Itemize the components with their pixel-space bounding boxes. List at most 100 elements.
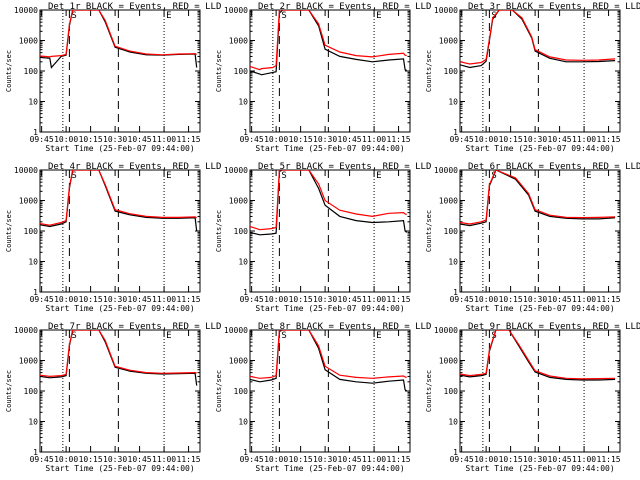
chart-title: Det 4r BLACK = Events, RED = LLD [48, 162, 221, 172]
chart-panel-7: Det 7r BLACK = Events, RED = LLD 1 10 100 10… [5, 322, 221, 473]
x-axis-label: Start Time (25-Feb-07 09:44:00) [465, 144, 614, 153]
end-marker-label: E [586, 171, 591, 181]
x-tick-label: 10:45 [548, 455, 572, 464]
chart-title: Det 7r BLACK = Events, RED = LLD [48, 322, 221, 332]
y-tick-label: 10 [448, 418, 458, 427]
y-tick-label: 10 [448, 258, 458, 267]
y-tick-label: 10000 [14, 6, 38, 15]
x-tick-label: 11:15 [177, 135, 201, 144]
y-tick-label: 100 [24, 67, 39, 76]
x-tick-label: 10:15 [289, 295, 313, 304]
events-series-line [460, 170, 616, 227]
x-tick-label: 10:45 [548, 135, 572, 144]
end-marker-label: E [376, 171, 381, 181]
x-tick-label: 11:00 [572, 135, 596, 144]
y-tick-label: 1000 [439, 197, 458, 206]
y-tick-label: 10000 [224, 326, 248, 335]
y-tick-label: 1000 [439, 37, 458, 46]
start-marker-label: S [71, 11, 76, 21]
y-tick-label: 1000 [229, 37, 248, 46]
end-marker-label: E [376, 11, 381, 21]
events-series-line [250, 330, 408, 392]
x-tick-label: 10:00 [264, 295, 288, 304]
start-marker-label: S [281, 11, 286, 21]
y-tick-label: 100 [444, 227, 459, 236]
x-tick-label: 10:15 [79, 455, 103, 464]
end-marker-label: E [586, 331, 591, 341]
x-tick-label: 10:30 [103, 135, 127, 144]
y-tick-label: 10000 [434, 166, 458, 175]
y-tick-label: 10000 [14, 326, 38, 335]
x-tick-label: 10:30 [523, 135, 547, 144]
end-marker-label: E [376, 331, 381, 341]
y-tick-label: 1 [243, 448, 248, 457]
chart-panel-8: Det 8r BLACK = Events, RED = LLD 1 10 100 10… [215, 322, 431, 473]
x-axis-label: Start Time (25-Feb-07 09:44:00) [45, 464, 194, 473]
x-tick-label: 10:45 [338, 295, 362, 304]
x-tick-label: 10:30 [103, 455, 127, 464]
x-tick-label: 10:30 [103, 295, 127, 304]
y-tick-label: 1 [453, 288, 458, 297]
y-tick-label: 10000 [14, 166, 38, 175]
chart-panel-2: Det 2r BLACK = Events, RED = LLD 1 10 100 10… [215, 2, 431, 153]
y-tick-label: 100 [234, 227, 249, 236]
x-tick-label: 09:45 [450, 135, 474, 144]
chart-title: Det 5r BLACK = Events, RED = LLD [258, 162, 431, 172]
chart-title: Det 6r BLACK = Events, RED = LLD [468, 162, 640, 172]
y-tick-label: 100 [234, 387, 249, 396]
y-axis-label: Counts/sec [5, 370, 13, 412]
plot-frame [249, 9, 411, 133]
y-tick-label: 10 [28, 258, 38, 267]
lld-series-line [460, 10, 616, 65]
y-axis-label: Counts/sec [215, 50, 223, 92]
x-tick-label: 11:15 [597, 135, 621, 144]
start-marker-label: S [491, 171, 496, 181]
x-tick-label: 10:00 [54, 135, 78, 144]
y-tick-label: 10000 [434, 326, 458, 335]
y-tick-label: 1000 [19, 37, 38, 46]
x-tick-label: 11:00 [152, 135, 176, 144]
x-tick-label: 11:00 [152, 455, 176, 464]
y-tick-label: 100 [234, 67, 249, 76]
y-tick-label: 1 [33, 448, 38, 457]
y-tick-label: 1 [33, 288, 38, 297]
lld-series-line [40, 10, 197, 58]
x-axis-label: Start Time (25-Feb-07 09:44:00) [465, 304, 614, 313]
x-tick-label: 11:00 [362, 295, 386, 304]
x-tick-label: 11:15 [387, 295, 411, 304]
end-marker-label: E [166, 331, 171, 341]
x-axis-label: Start Time (25-Feb-07 09:44:00) [255, 464, 404, 473]
y-axis-label: Counts/sec [425, 50, 433, 92]
y-tick-label: 1 [453, 128, 458, 137]
y-tick-label: 10 [238, 98, 248, 107]
y-tick-label: 10 [28, 98, 38, 107]
x-tick-label: 11:15 [387, 455, 411, 464]
x-axis-label: Start Time (25-Feb-07 09:44:00) [255, 304, 404, 313]
y-axis-label: Counts/sec [215, 370, 223, 412]
x-tick-label: 10:30 [523, 455, 547, 464]
y-tick-label: 1000 [19, 197, 38, 206]
x-axis-label: Start Time (25-Feb-07 09:44:00) [255, 144, 404, 153]
chart-panel-4: Det 4r BLACK = Events, RED = LLD 1 10 100 10… [5, 162, 221, 313]
lld-series-line [460, 170, 616, 225]
events-series-line [250, 170, 408, 236]
x-tick-label: 10:15 [499, 135, 523, 144]
lld-series-line [250, 330, 407, 379]
lld-series-line [250, 170, 407, 231]
x-tick-label: 10:30 [313, 295, 337, 304]
x-axis-label: Start Time (25-Feb-07 09:44:00) [465, 464, 614, 473]
x-tick-label: 10:00 [264, 455, 288, 464]
x-tick-label: 10:45 [128, 455, 152, 464]
x-tick-label: 10:15 [289, 135, 313, 144]
chart-title: Det 2r BLACK = Events, RED = LLD [258, 2, 431, 12]
x-tick-label: 09:45 [240, 455, 264, 464]
x-tick-label: 09:45 [450, 295, 474, 304]
x-tick-label: 10:45 [128, 135, 152, 144]
plot-frame [249, 329, 411, 453]
chart-panel-9: Det 9r BLACK = Events, RED = LLD 1 10 100 10… [425, 322, 640, 473]
y-tick-label: 1000 [229, 357, 248, 366]
lld-series-line [250, 10, 407, 71]
plot-frame [249, 169, 411, 293]
end-marker-label: E [166, 11, 171, 21]
